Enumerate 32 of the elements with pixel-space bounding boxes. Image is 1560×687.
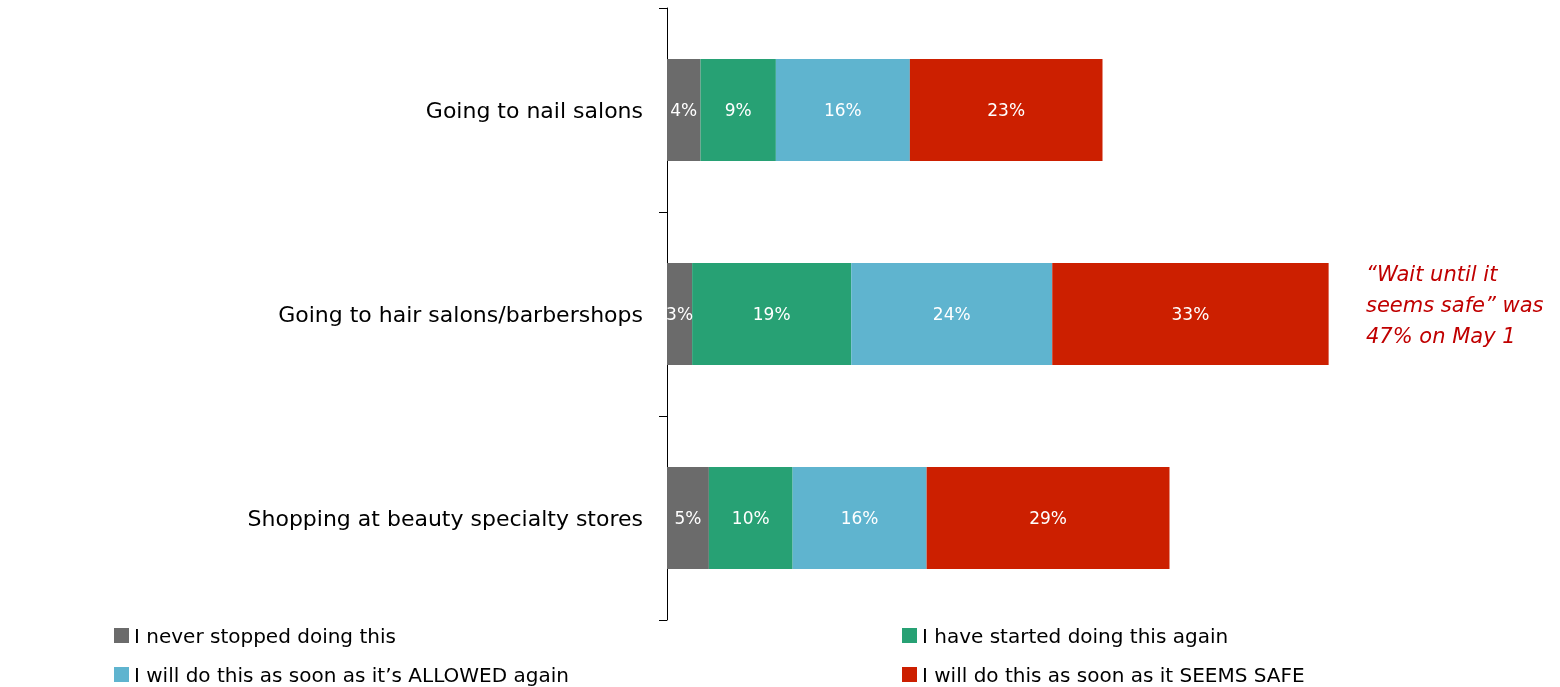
data-label: 5% [674, 508, 702, 528]
legend-label: I never stopped doing this [134, 623, 396, 648]
data-label: 19% [752, 304, 791, 324]
data-label: 24% [932, 304, 971, 324]
data-label: 29% [1029, 508, 1067, 528]
bar [708, 467, 793, 569]
data-label: 16% [823, 100, 862, 120]
y-tick-label: Going to nail salons [425, 97, 643, 123]
legend-label: I will do this as soon as it’s ALLOWED again [134, 662, 569, 687]
bar [926, 467, 1170, 569]
legend-label: I have started doing this again [922, 623, 1229, 648]
bar [792, 467, 927, 569]
y-tick-label: Shopping at beauty specialty stores [247, 505, 643, 531]
bar [851, 263, 1053, 365]
data-label: 9% [724, 100, 752, 120]
legend-label: I will do this as soon as it SEEMS SAFE [922, 662, 1305, 687]
y-tick-label: Going to hair salons/barbershops [278, 301, 643, 327]
bar [1052, 263, 1329, 365]
data-label: 23% [987, 100, 1026, 120]
data-label: 4% [670, 100, 698, 120]
data-label: 3% [666, 304, 694, 324]
bar [667, 263, 693, 365]
bar [692, 263, 852, 365]
bar [909, 59, 1103, 161]
data-label: 16% [840, 508, 879, 528]
data-label: 33% [1171, 304, 1210, 324]
bar [667, 467, 709, 569]
bar [667, 59, 701, 161]
text: “Wait until it seems safe” was 47% on May 1 [1366, 261, 1544, 348]
data-label: 10% [731, 508, 770, 528]
bar [775, 59, 910, 161]
bar [700, 59, 776, 161]
